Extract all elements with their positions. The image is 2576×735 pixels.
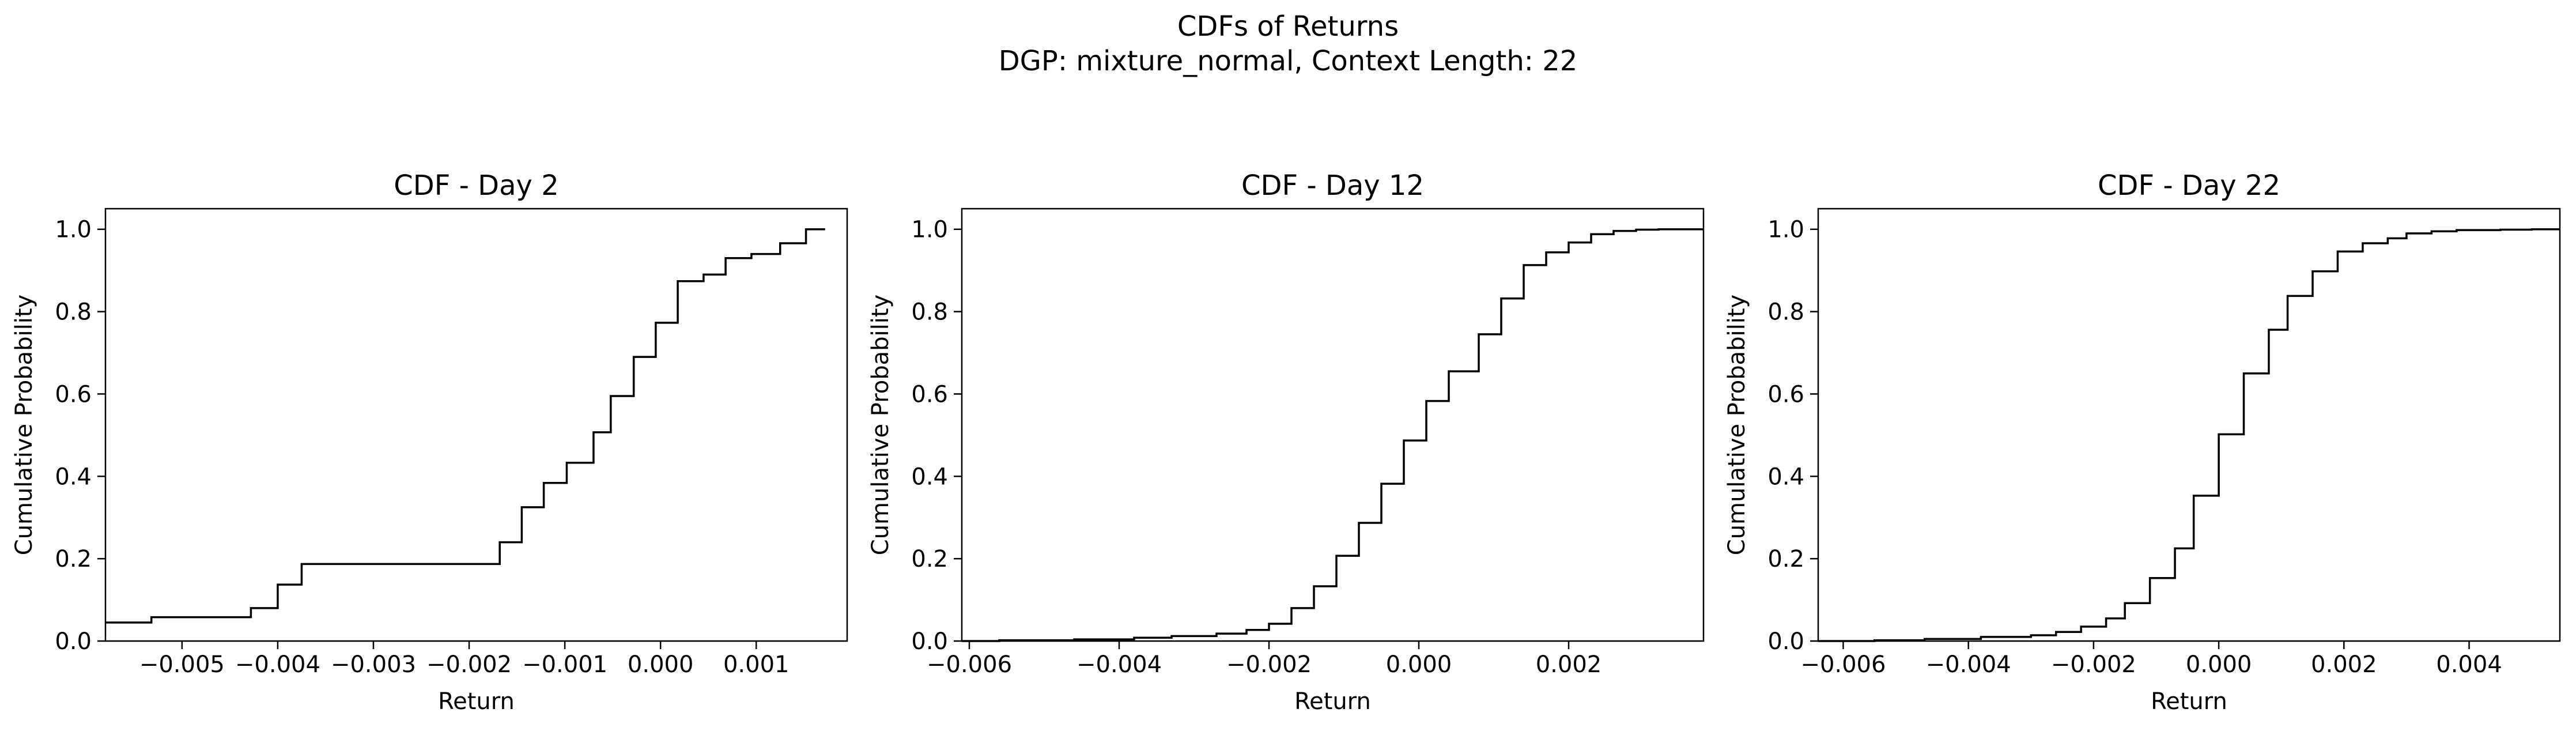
chart-panel-1: CDF - Day 2−0.005 −0.004 −0.003 −0.002 −0.00… [11,169,848,715]
cdf-step-line [1818,228,2560,642]
axes-frame [104,208,848,642]
x-tick-label: 0.000 [2186,651,2252,678]
y-tick-label: 0.4 [1767,463,1804,490]
x-tick-label: −0.002 [426,651,512,678]
y-tick-label: 0.2 [1767,546,1804,572]
chart-panel-2: CDF - Day 12 −0.006 −0.004 −0.002 0.000 0.002… [867,169,1705,715]
axes-frame [961,208,1705,642]
x-tick-label: −0.002 [2051,651,2136,678]
y-tick-label: 1.0 [911,217,948,243]
y-axis-label: Cumulative Probability [1724,295,1750,555]
y-tick-label: 0.0 [1767,628,1804,655]
y-tick-label: 0.0 [911,628,948,655]
x-tick-label: 0.000 [628,651,694,678]
cdf-step-line [105,228,825,624]
x-axis: −0.006 −0.004 −0.002 0.000 0.002 Return [927,641,1601,715]
y-axis: 0.0 0.2 0.4 0.6 0.8 1.0 Cumulative Probability [11,217,105,655]
chart-title: CDF - Day 22 [2098,169,2280,202]
x-axis-label: Return [2151,688,2227,715]
plot-area [105,228,825,624]
y-axis-label: Cumulative Probability [11,295,37,555]
x-tick-label: −0.004 [1077,651,1162,678]
cdf-step-line [962,228,1704,642]
chart-panel-3: CDF - Day 22 −0.006 −0.004 −0.002 0.000 0.002… [1724,169,2561,715]
plot-area [962,228,1704,642]
x-tick-label: −0.006 [927,651,1012,678]
y-tick-label: 0.6 [1767,381,1804,408]
y-tick-label: 0.6 [911,381,948,408]
y-tick-label: 0.0 [55,628,92,655]
x-axis-label: Return [1294,688,1371,715]
y-axis: 0.0 0.2 0.4 0.6 0.8 1.0 Cumulative Probability [1724,217,1818,655]
x-axis: −0.005 −0.004 −0.003 −0.002 −0.001 0.000 0.001… [139,641,790,715]
x-tick-label: −0.004 [1926,651,2011,678]
x-axis: −0.006 −0.004 −0.002 0.000 0.002 0.004 Return [1800,641,2502,715]
x-axis-label: Return [438,688,515,715]
y-axis: 0.0 0.2 0.4 0.6 0.8 1.0 Cumulative Probability [867,217,962,655]
x-tick-label: 0.002 [2311,651,2377,678]
x-tick-label: 0.001 [723,651,790,678]
x-tick-label: −0.006 [1800,651,1886,678]
y-tick-label: 0.2 [911,546,948,572]
x-tick-label: −0.002 [1226,651,1312,678]
y-tick-label: 0.8 [911,299,948,326]
y-tick-label: 0.6 [55,381,92,408]
axes-frame [1817,208,2561,642]
x-tick-label: 0.002 [1536,651,1602,678]
chart-title: CDF - Day 2 [394,169,559,202]
y-tick-label: 1.0 [1767,217,1804,243]
y-tick-label: 0.8 [1767,299,1804,326]
y-axis-label: Cumulative Probability [867,295,894,555]
figure-suptitle-line1: CDFs of Returns [1177,10,1399,43]
chart-panels: CDF - Day 2−0.005 −0.004 −0.003 −0.002 −0.00… [11,169,2561,715]
x-tick-label: −0.005 [139,651,225,678]
x-tick-label: 0.004 [2436,651,2502,678]
y-tick-label: 0.4 [55,463,92,490]
x-tick-label: 0.000 [1386,651,1452,678]
y-tick-label: 0.8 [55,299,92,326]
y-tick-label: 1.0 [55,217,92,243]
chart-title: CDF - Day 12 [1241,169,1424,202]
x-tick-label: −0.003 [331,651,416,678]
x-tick-label: −0.004 [235,651,320,678]
y-tick-label: 0.2 [55,546,92,572]
plot-area [1818,228,2560,642]
x-tick-label: −0.001 [522,651,607,678]
figure-suptitle-line2: DGP: mixture_normal, Context Length: 22 [999,45,1578,77]
y-tick-label: 0.4 [911,463,948,490]
